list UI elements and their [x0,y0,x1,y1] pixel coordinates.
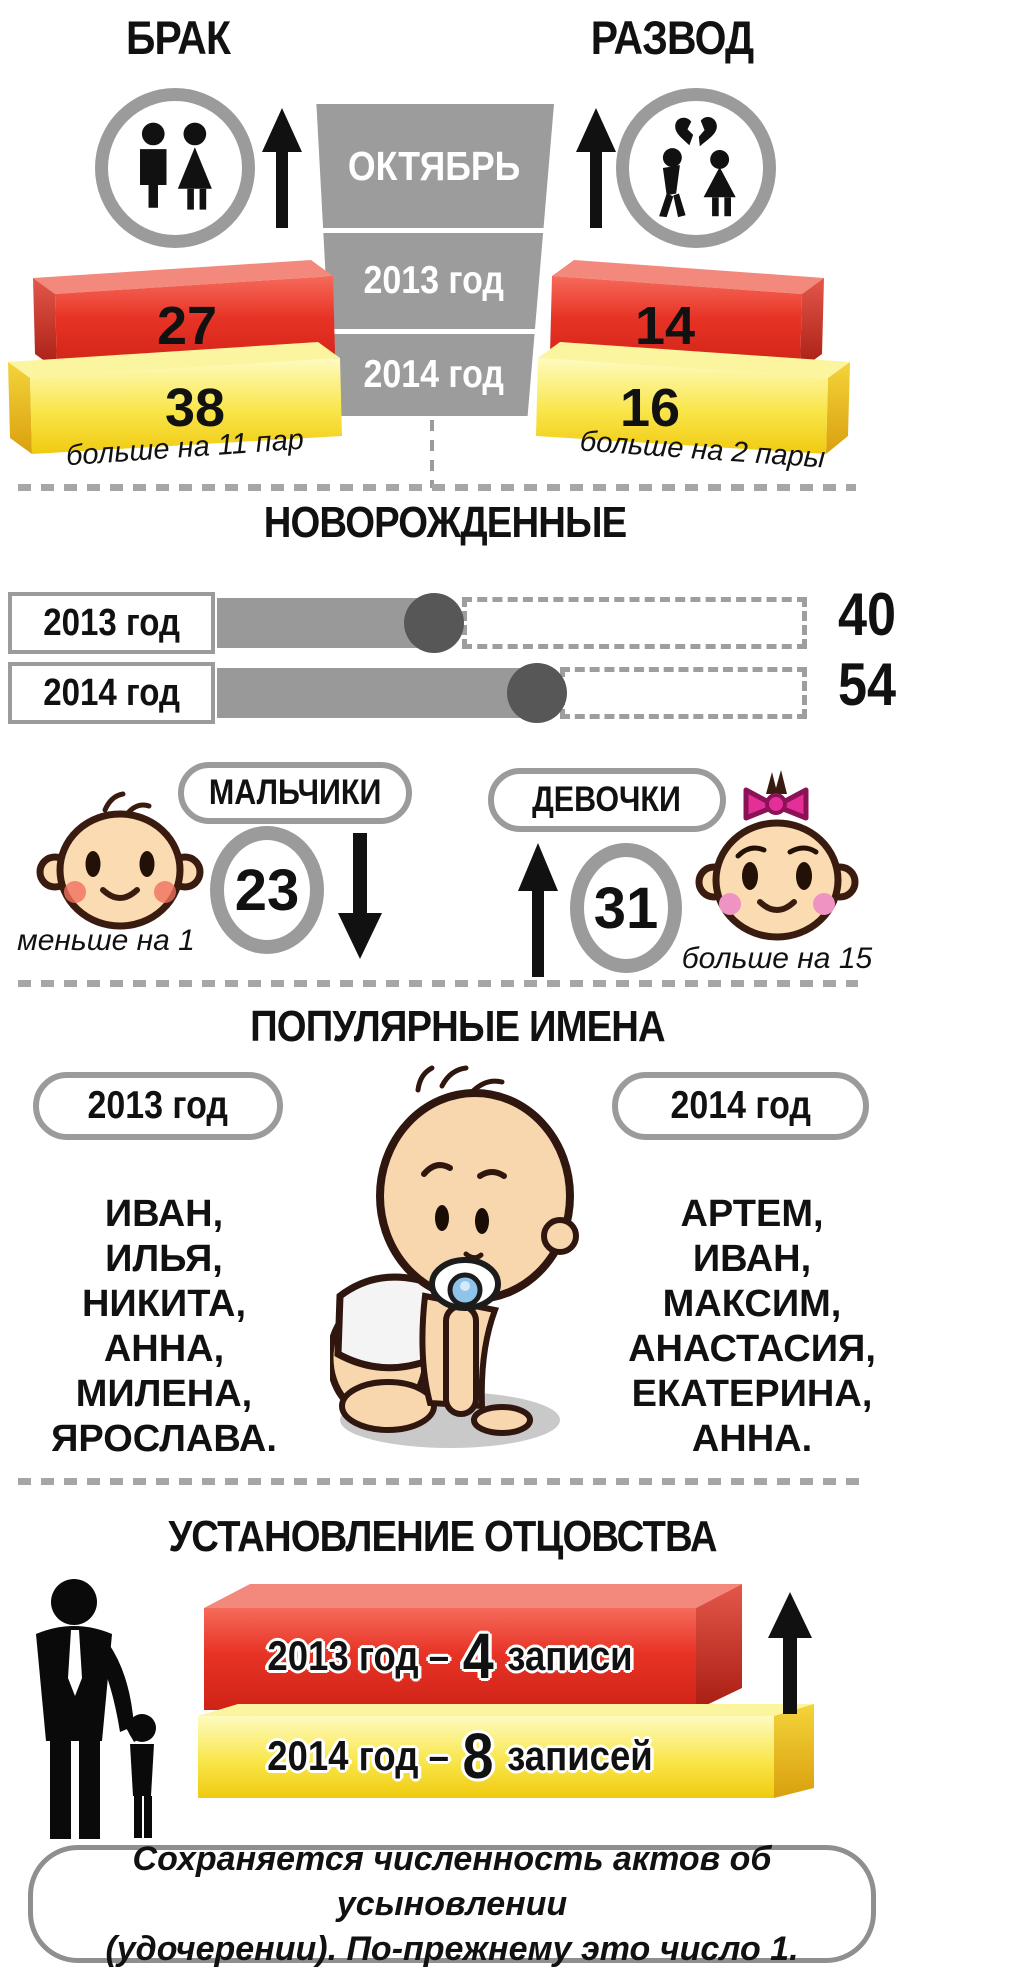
paternity-up-arrow [768,1592,812,1719]
paternity-2014-bar [194,1700,834,1817]
father-and-child-icon [22,1576,182,1849]
divorce-2014-bar: 16 [528,338,878,461]
separator-1 [18,484,856,491]
girls-label: ДЕВОЧКИ [532,780,682,819]
names-2014-pill-label: 2014 год [670,1084,811,1127]
names-2013-pill-label: 2013 год [87,1084,229,1127]
boys-label: МАЛЬЧИКИ [208,773,382,812]
center-dashed-connector [430,420,434,488]
name-2013-5: МИЛЕНА, [75,1373,253,1415]
girls-up-arrow [518,843,558,982]
girls-pill: ДЕВОЧКИ [488,768,726,832]
newborns-2014-bar-remainder [560,667,807,719]
divorce-broken-heart-icon [659,116,736,218]
name-2013-6: ЯРОСЛАВА. [51,1418,277,1460]
paternity-2014-suffix: записей [496,1732,653,1779]
marriage-2014-bar: 38 [0,338,350,461]
name-2014-1: АРТЕМ, [680,1193,824,1235]
newborns-2014-label-box: 2014 год [8,662,215,724]
paternity-2013-value: 4 [462,1620,494,1692]
girls-value: 31 [593,875,659,941]
boys-pill: МАЛЬЧИКИ [178,762,412,824]
girls-note: больше на 15 [681,942,873,975]
paternity-2013-suffix: записи [497,1632,633,1679]
separator-3 [18,1478,860,1485]
divorce-up-arrow [576,108,616,233]
paternity-2014-text: 2014 год – 8 записей [234,1718,686,1794]
newborns-2013-value: 40 [837,581,897,648]
newborns-2014-label: 2014 год [43,671,180,714]
newborns-2014-bar-knob [507,663,567,723]
year-2014-label: 2014 год [363,353,505,396]
paternity-2014-prefix: 2014 год – [267,1732,460,1779]
name-2014-2: ИВАН, [692,1238,812,1280]
month-label: ОКТЯБРЬ [347,142,521,189]
name-2013-1: ИВАН, [104,1193,224,1235]
newborns-2014-value: 54 [837,651,897,718]
separator-2 [18,980,858,987]
newborns-2013-label: 2013 год [43,601,180,644]
month-year-panel: ОКТЯБРЬ 2013 год 2014 год [316,104,554,416]
name-2013-3: НИКИТА, [81,1283,247,1325]
paternity-2014-value: 8 [462,1720,494,1792]
divorce-2013-bar: 14 [540,252,860,377]
name-2014-3: МАКСИМ, [662,1283,842,1325]
divorce-2013-value: 14 [635,296,695,356]
boy-baby-face-icon [35,786,205,941]
marriage-2014-value: 38 [165,378,225,438]
girl-baby-face-icon [688,770,866,953]
boys-note: меньше на 1 [17,924,195,957]
names-2013-pill: 2013 год [33,1072,283,1140]
name-2014-4: АНАСТАСИЯ, [628,1328,876,1370]
adoption-note-line1: Сохраняется численность актов об усыновл… [132,1839,772,1923]
newborns-2013-bar-knob [404,593,464,653]
paternity-2013-bar [200,1578,760,1719]
names-2014-list: АРТЕМ, ИВАН, МАКСИМ, АНАСТАСИЯ, ЕКАТЕРИН… [602,1192,902,1462]
boys-value: 23 [234,857,300,923]
name-2014-6: АННА. [691,1418,813,1460]
newborns-2014-bar-fill [217,668,560,718]
name-2014-5: ЕКАТЕРИНА, [631,1373,873,1415]
newborns-2013-bar-remainder [462,597,807,649]
names-2013-list: ИВАН, ИЛЬЯ, НИКИТА, АННА, МИЛЕНА, ЯРОСЛА… [18,1192,310,1462]
name-2013-2: ИЛЬЯ, [105,1238,223,1280]
divorce-2014-value: 16 [620,378,680,438]
married-couple-icon [140,122,212,210]
marriage-up-arrow [262,108,302,233]
marriage-title: БРАК [125,11,231,64]
names-title: ПОПУЛЯРНЫЕ ИМЕНА [250,1002,666,1051]
newborns-title: НОВОРОЖДЕННЫЕ [263,498,627,547]
boys-down-arrow [338,833,382,964]
divorce-couple-badge [616,88,776,248]
name-2013-4: АННА, [103,1328,225,1370]
paternity-2013-prefix: 2013 год – [267,1632,460,1679]
boys-count-circle: 23 [210,826,324,954]
marriage-couple-badge [95,88,255,248]
names-2014-pill: 2014 год [612,1072,869,1140]
year-2013-label: 2013 год [363,259,505,302]
adoption-note-line2: (удочерении). По-прежнему это число 1. [105,1929,799,1968]
adoption-note-box: Сохраняется численность актов об усыновл… [28,1840,876,1968]
divorce-title: РАЗВОД [590,11,754,64]
newborns-2013-label-box: 2013 год [8,592,215,654]
paternity-2013-text: 2013 год – 4 записи [237,1612,663,1700]
crawling-baby-illustration [326,1058,580,1475]
marriage-2013-value: 27 [157,296,217,356]
paternity-title: УСТАНОВЛЕНИЕ ОТЦОВСТВА [168,1512,717,1561]
